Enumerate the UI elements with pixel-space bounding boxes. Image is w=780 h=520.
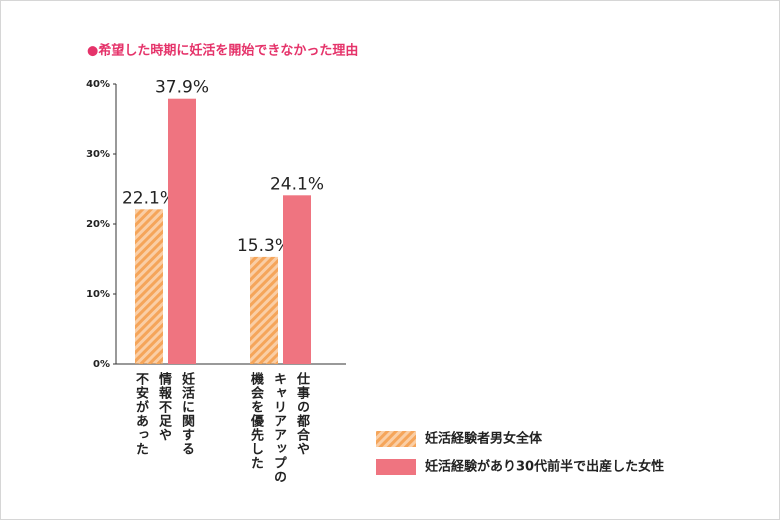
value-label: 37.9% bbox=[155, 78, 209, 98]
bar bbox=[250, 256, 278, 364]
value-label: 15.3% bbox=[237, 236, 291, 256]
y-tick-label: 20% bbox=[86, 219, 110, 230]
bar bbox=[283, 195, 311, 364]
value-label: 24.1% bbox=[270, 174, 324, 194]
y-tick-label: 30% bbox=[86, 149, 110, 160]
x-tick-label: 妊活に関する 情報不足や 不安があった bbox=[133, 372, 194, 456]
bar bbox=[135, 209, 163, 364]
legend-swatch bbox=[376, 431, 416, 447]
chart-title: ●希望した時期に妊活を開始できなかった理由 bbox=[87, 43, 358, 59]
y-tick-label: 0% bbox=[93, 359, 110, 370]
x-tick-label: 仕事の都合や キャリアアップの 機会を優先した bbox=[248, 372, 309, 484]
legend-swatch bbox=[376, 459, 416, 475]
legend-label: 妊活経験者男女全体 bbox=[425, 431, 543, 447]
value-label: 22.1% bbox=[122, 188, 176, 208]
legend-label: 妊活経験があり30代前半で出産した女性 bbox=[425, 459, 664, 475]
bar bbox=[168, 98, 196, 364]
y-tick-label: 40% bbox=[86, 79, 110, 90]
y-tick-label: 10% bbox=[86, 289, 110, 300]
